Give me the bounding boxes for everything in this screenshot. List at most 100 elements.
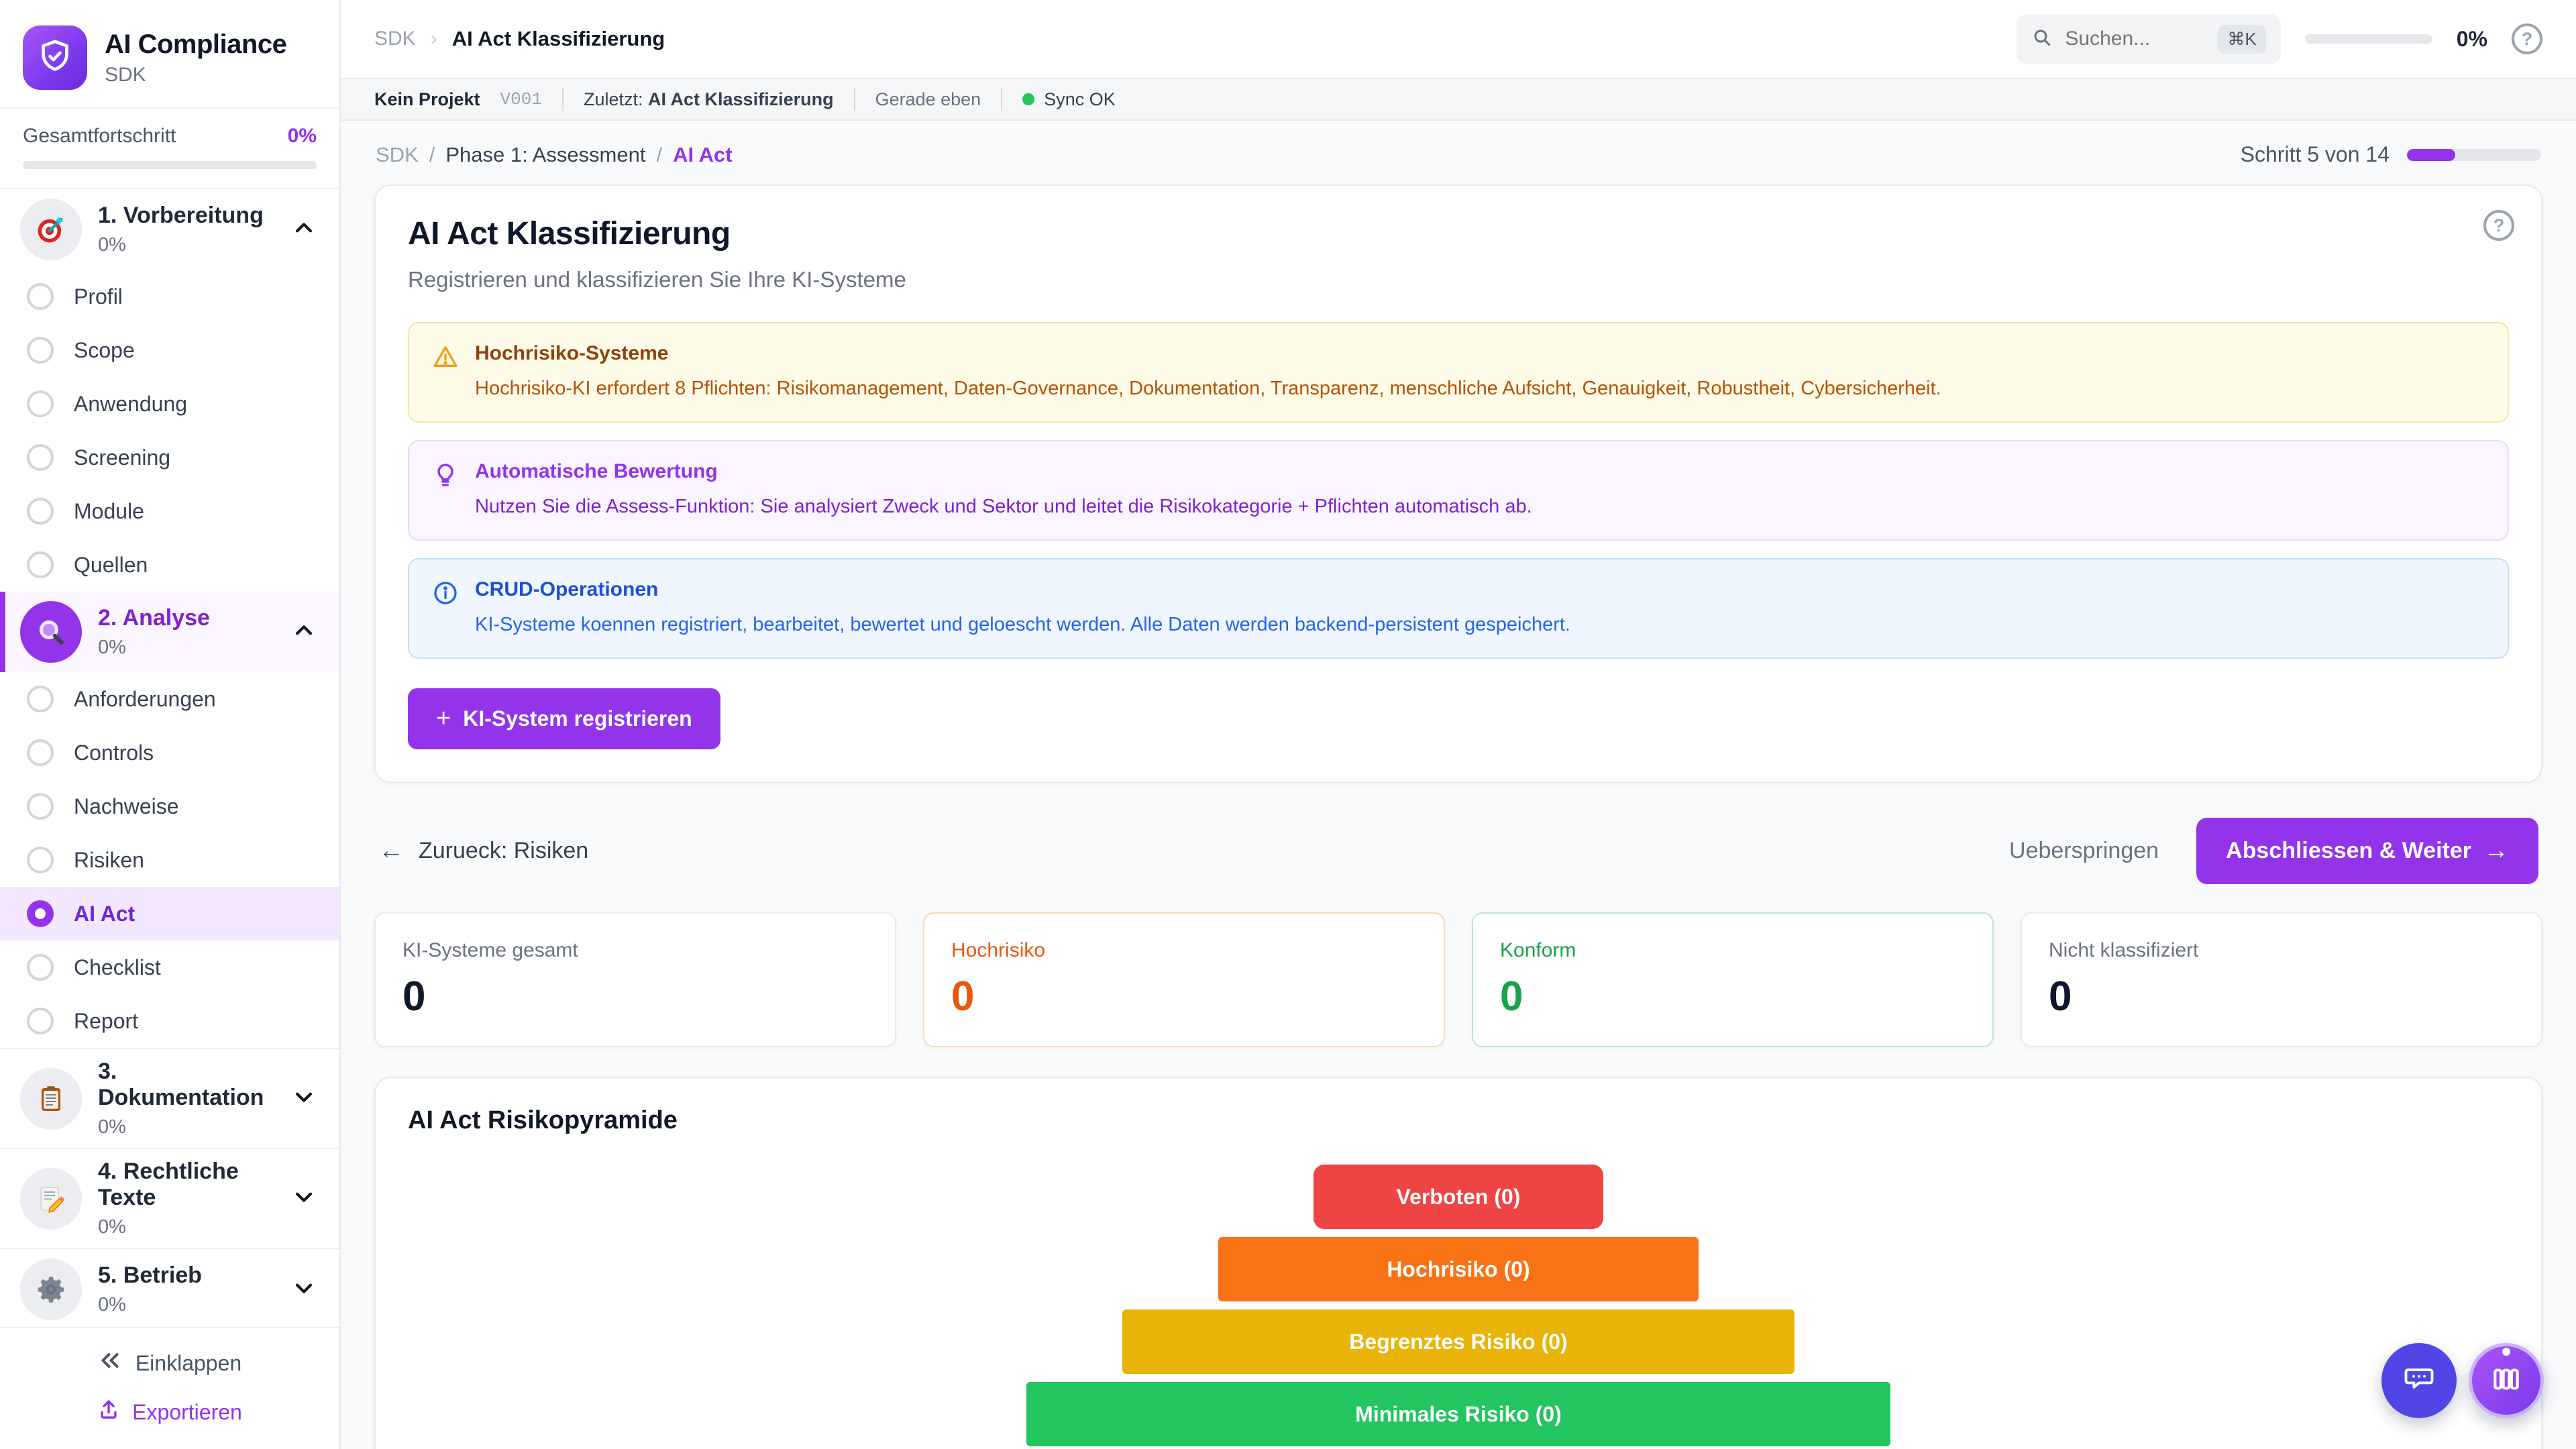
keyboard-shortcut-badge: ⌘K [2218,24,2266,54]
card-help-icon[interactable]: ? [2483,210,2514,241]
page-title: AI Act Klassifizierung [408,216,731,252]
sidebar-section-dokumentation[interactable]: 3. Dokumentation 0% [0,1048,339,1148]
radio-icon[interactable] [27,337,54,364]
breadcrumb-ai-act: AI Act [673,142,733,166]
magnifier-icon [20,601,82,663]
stat-label: Nicht klassifiziert [2049,939,2199,962]
sidebar-item-report[interactable]: Report [0,994,339,1048]
info-box-title: Automatische Bewertung [475,460,718,483]
skip-button[interactable]: Ueberspringen [2009,838,2159,864]
lightbulb-icon [432,462,459,492]
sidebar-item-controls[interactable]: Controls [0,726,339,780]
info-circle-icon [432,580,459,610]
divider [853,88,855,111]
sidebar-item-profil[interactable]: Profil [0,270,339,323]
radio-icon[interactable] [27,686,54,712]
search-icon [2031,27,2053,52]
breadcrumb-sdk[interactable]: SDK [376,142,419,166]
stat-card-konform: Konform 0 [1472,912,1994,1048]
radio-icon[interactable] [27,739,54,766]
sidebar: AI Compliance SDK Gesamtfortschritt 0% [0,0,341,1449]
sidebar-section-rechtliche-texte[interactable]: 4. Rechtliche Texte 0% [0,1148,339,1248]
gear-icon [20,1258,82,1320]
clipboard-icon [20,1067,82,1130]
sidebar-item-screening[interactable]: Screening [0,431,339,484]
sidebar-item-nachweise[interactable]: Nachweise [0,780,339,833]
pyramid-title: AI Act Risikopyramide [408,1106,678,1135]
step-indicator: Schritt 5 von 14 [2241,142,2541,167]
sidebar-section-analyse[interactable]: 2. Analyse 0% [0,592,339,672]
chevron-down-icon [292,1185,315,1212]
radio-icon[interactable] [27,498,54,525]
version-badge: V001 [500,89,542,109]
chevron-down-icon [292,1085,315,1112]
sidebar-item-risiken[interactable]: Risiken [0,833,339,887]
chevron-up-icon [292,619,315,645]
sidebar-item-checklist[interactable]: Checklist [0,941,339,994]
sidebar-item-anwendung[interactable]: Anwendung [0,377,339,431]
info-info-box: CRUD-Operationen KI-Systeme koennen regi… [408,558,2509,659]
radio-selected-icon[interactable] [27,900,54,927]
overall-progress-label: Gesamtfortschritt [23,125,176,147]
panel-toggle-button[interactable] [2469,1343,2544,1418]
target-icon [20,199,82,260]
sidebar-item-quellen[interactable]: Quellen [0,538,339,592]
breadcrumb-root[interactable]: SDK [374,28,416,50]
sidebar-section-betrieb[interactable]: 5. Betrieb 0% [0,1248,339,1327]
section-label: 3. Dokumentation [98,1059,264,1110]
export-button[interactable]: Exportieren [97,1398,242,1426]
sidebar-item-module[interactable]: Module [0,484,339,538]
info-box-body: Hochrisiko-KI erfordert 8 Pflichten: Ris… [475,378,1941,399]
radio-icon[interactable] [27,283,54,310]
step-label: Schritt 5 von 14 [2240,142,2390,166]
info-box-body: Nutzen Sie die Assess-Funktion: Sie anal… [475,496,1532,518]
sidebar-item-scope[interactable]: Scope [0,323,339,377]
section-percent: 0% [98,637,126,658]
search-input[interactable] [2065,28,2206,50]
risk-pyramid-card: AI Act Risikopyramide Verboten (0) Hochr… [374,1077,2542,1449]
chevron-right-icon: › [430,28,437,50]
section-label: 2. Analyse [98,605,210,631]
stat-card-nicht-klassifiziert: Nicht klassifiziert 0 [2021,912,2542,1048]
upload-icon [97,1398,120,1426]
collapse-sidebar-button[interactable]: Einklappen [98,1348,241,1378]
risk-pyramid: Verboten (0) Hochrisiko (0) Begrenztes R… [408,1165,2509,1447]
register-ki-system-button[interactable]: + KI-System registrieren [408,688,720,750]
section-percent: 0% [98,1216,126,1238]
radio-icon[interactable] [27,1008,54,1034]
top-header: SDK › AI Act Klassifizierung ⌘K 0% ? [341,0,2576,79]
radio-icon[interactable] [27,551,54,578]
arrow-right-icon: → [2483,837,2509,865]
info-box-title: Hochrisiko-Systeme [475,342,669,364]
radio-icon[interactable] [27,847,54,873]
radio-icon[interactable] [27,954,54,981]
breadcrumb-current: AI Act Klassifizierung [451,27,665,50]
columns-icon [2489,1362,2523,1399]
radio-icon[interactable] [27,444,54,471]
radio-icon[interactable] [27,390,54,417]
search-box[interactable]: ⌘K [2017,13,2281,64]
chat-button[interactable] [2381,1343,2457,1418]
stat-label: Konform [1500,939,1576,962]
memo-pencil-icon [20,1167,82,1230]
radio-icon[interactable] [27,793,54,820]
help-icon[interactable]: ? [2512,23,2542,54]
project-name: Kein Projekt [374,89,480,109]
shield-check-icon [36,38,74,78]
stats-row: KI-Systeme gesamt 0 Hochrisiko 0 Konform… [374,912,2542,1048]
back-button[interactable]: ← Zurueck: Risiken [378,837,589,865]
main-column: SDK › AI Act Klassifizierung ⌘K 0% ? Kei… [341,0,2576,1449]
divider [1001,88,1003,111]
section-percent: 0% [98,1294,126,1316]
app-title: AI Compliance [105,29,287,59]
sidebar-section-vorbereitung[interactable]: 1. Vorbereitung 0% [0,189,339,270]
stat-card-hochrisiko: Hochrisiko 0 [923,912,1445,1048]
sidebar-item-ai-act[interactable]: AI Act [0,887,339,941]
info-box-title: CRUD-Operationen [475,578,659,601]
breadcrumb-phase[interactable]: Phase 1: Assessment [445,142,646,166]
sidebar-item-anforderungen[interactable]: Anforderungen [0,672,339,726]
app-logo [23,25,87,90]
finish-next-button[interactable]: Abschliessen & Weiter → [2196,818,2538,885]
pyramid-level-begrenztes-risiko: Begrenztes Risiko (0) [1122,1309,1794,1375]
step-progress-fill [2407,148,2455,161]
